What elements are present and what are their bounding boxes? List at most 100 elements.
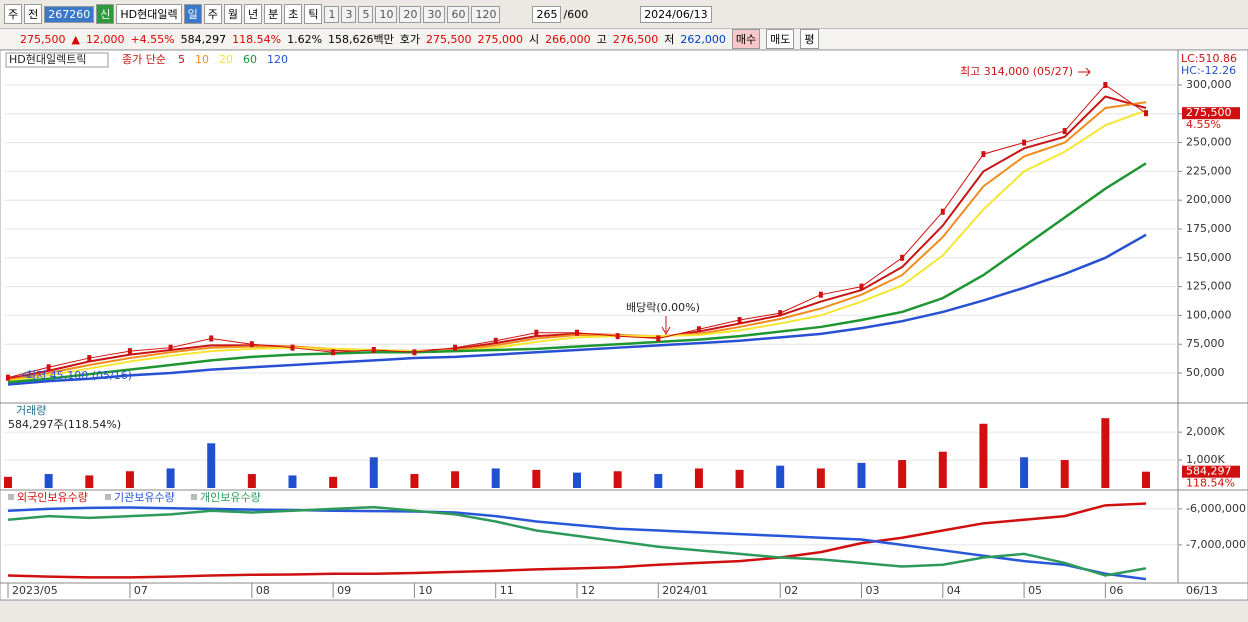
count-input[interactable]: 265 [532,5,562,23]
legend-entry: 기관보유수량 [114,491,175,504]
interval-button[interactable]: 3 [341,5,357,23]
y-tick-label: -6,000,000 [1186,502,1246,515]
candle [778,310,783,317]
volume-bar [816,468,825,488]
sell-button[interactable]: 매도 [766,29,795,49]
pane-subtitle: 584,297주(118.54%) [8,418,121,431]
info-low: 262,000 [680,32,726,46]
last-price-label: 275,500 [1186,106,1232,119]
period-button[interactable]: 년 [243,4,263,24]
volume-bar [532,469,541,488]
volume-bar [694,468,703,488]
period-button[interactable]: 초 [284,4,303,24]
buy-button[interactable]: 매수 [731,29,761,49]
volume-bar [938,451,947,488]
volume-bar [1060,460,1069,488]
hc-label: HC:-12.26 [1181,64,1236,77]
prev-button[interactable]: 전 [24,4,43,24]
series-line [7,162,1147,384]
x-tick-label: 04 [947,584,961,597]
volume-bar [1020,457,1029,488]
candle [900,254,905,261]
volume-bar [44,474,53,488]
candle [818,291,823,298]
series-line [7,505,1147,577]
volume-bar [776,465,785,488]
volume-bar [125,471,134,488]
candle [981,151,986,158]
y-tick-label: 50,000 [1186,366,1225,379]
mode-select[interactable]: 주 [4,4,23,24]
candle [168,344,173,351]
period-button[interactable]: 틱 [304,4,323,24]
y-tick-label: 125,000 [1186,280,1232,293]
avg-button[interactable]: 평 [800,29,819,49]
y-tick-label: 150,000 [1186,251,1232,264]
legend-entry: 60 [243,53,257,66]
info-bar: 275,500 ▲ 12,000 +4.55% 584,297 118.54% 1.62% 1… [0,29,1248,50]
interval-button[interactable]: 30 [423,5,446,23]
period-button[interactable]: 일 [183,4,202,24]
y-tick-label: 2,000K [1186,425,1225,438]
interval-button[interactable]: 1 [324,5,340,23]
interval-button[interactable]: 5 [358,5,374,23]
volume-bar [410,474,419,488]
legend-entry: 외국인보유수량 [17,491,88,504]
pane-title: HD현대일렉트릭 [9,52,86,66]
interval-button[interactable]: 10 [375,5,398,23]
chart: 50,000 75,000 100,000 125,000 150,000 175,000… [0,50,1248,600]
y-tick-label: 225,000 [1186,164,1232,177]
info-change: 12,000 [85,32,125,46]
interval-button[interactable]: 20 [399,5,422,23]
scrollbar[interactable] [0,600,1248,622]
y-tick-label: 300,000 [1186,78,1232,91]
date-input[interactable]: 2024/06/13 [640,5,712,23]
legend-swatch [191,494,197,500]
annotation-high: 최고 314,000 (05/27) [960,65,1073,78]
volume-bar [654,474,663,488]
candle [1103,81,1108,88]
x-tick-label: 08 [256,584,270,597]
period-button[interactable]: 주 [203,4,222,24]
y-tick-label: 250,000 [1186,136,1232,149]
volume-bar [207,443,216,488]
info-bid: 275,000 [477,32,524,46]
x-tick-label: 2023/05 [12,584,58,597]
candle [1144,110,1148,117]
volume-bar [166,468,175,488]
info-high-label: 고 [596,33,607,46]
legend-entry: 5 [178,53,185,66]
volume-bar [735,469,744,488]
candle [534,329,539,336]
candle [87,355,92,362]
x-tick-label: 05 [1028,584,1042,597]
y-tick-label: 1,000K [1186,453,1225,466]
candle [859,283,864,290]
candle [209,335,214,342]
period-button[interactable]: 분 [264,4,283,24]
period-button[interactable]: 월 [223,4,242,24]
annotation-low: 최저 45,100 (05/16) [26,369,132,382]
volume-bar [979,423,988,488]
series-line [7,502,1147,579]
volume-bar [1142,471,1150,488]
x-tick-label: 06 [1109,584,1123,597]
volume-bar [451,471,460,488]
candle [1022,139,1027,146]
last-price-box [1182,107,1240,120]
candle [656,335,661,342]
y-tick-label: 100,000 [1186,308,1232,321]
info-open-label: 시 [529,33,540,46]
series-line [7,233,1147,386]
interval-button[interactable]: 60 [447,5,470,23]
series-line [7,109,1147,383]
candle [696,326,701,333]
candle [453,344,458,351]
new-badge: 신 [96,4,115,24]
interval-button[interactable]: 120 [471,5,501,23]
candle [493,337,498,344]
code-input[interactable]: 267260 [44,5,95,23]
info-quote-label: 호가 [399,33,421,46]
candle [737,317,742,324]
